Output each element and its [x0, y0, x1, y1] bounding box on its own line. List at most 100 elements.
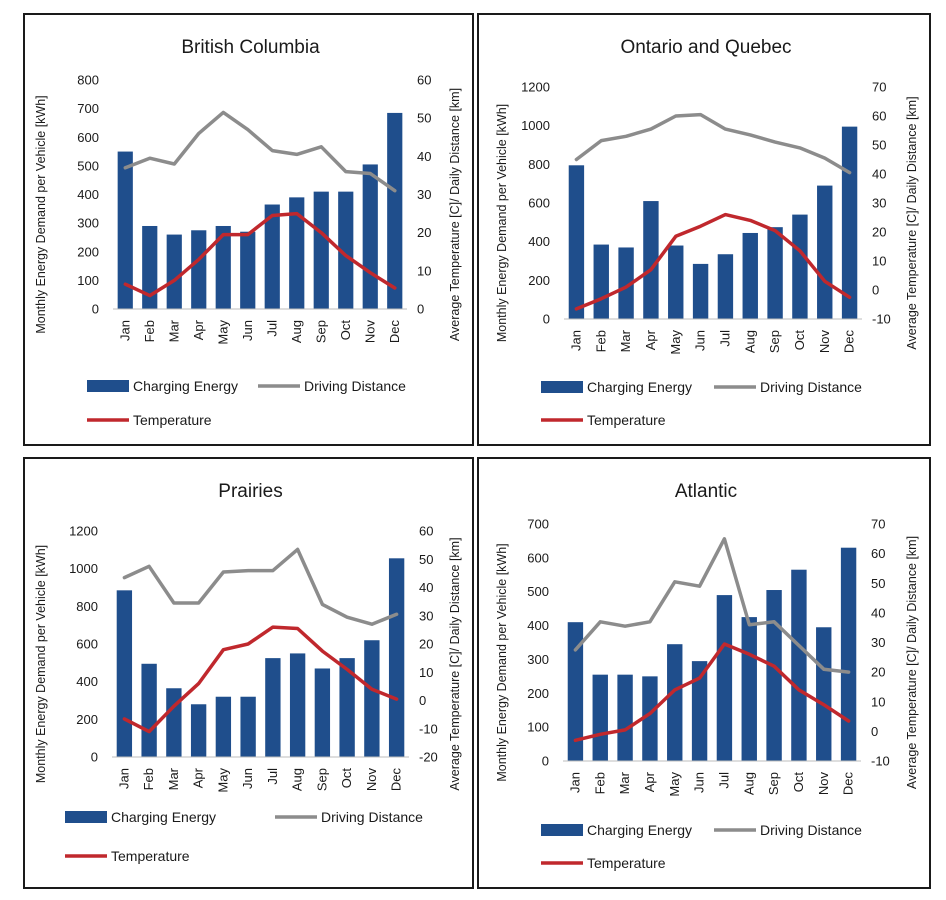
- x-tick-label: Feb: [593, 330, 608, 352]
- y-tick-label: 200: [528, 273, 550, 288]
- legend-label-driving-distance: Driving Distance: [321, 809, 423, 825]
- chart-panel-prairies: Prairies 0 200 400 600 800 1000 1200 -20 -10 0 10 20…: [23, 457, 474, 889]
- chart-atlantic: Atlantic 0 100 200 300 400 500 600 700 -10 0 10 20 30…: [495, 481, 919, 871]
- y2-tick-label: 50: [871, 576, 885, 591]
- legend-label-temperature: Temperature: [111, 848, 190, 864]
- x-tick-label: Jun: [693, 330, 708, 351]
- bar-charging-energy-nov: [817, 185, 833, 319]
- y2-tick-label: 50: [419, 552, 433, 567]
- bar-charging-energy-jan: [116, 590, 133, 757]
- chart-title: Ontario and Quebec: [620, 37, 791, 58]
- y2-axis-title: Average Temperature [C]/ Daily Distance …: [905, 536, 919, 789]
- x-tick-label: Apr: [191, 767, 206, 788]
- legend-label-driving-distance: Driving Distance: [760, 822, 862, 838]
- y2-tick-label: 10: [872, 254, 886, 269]
- legend-label-driving-distance: Driving Distance: [304, 378, 406, 394]
- legend-label-charging-energy: Charging Energy: [111, 809, 216, 825]
- bar-charging-energy-jun: [240, 231, 256, 309]
- bar-charging-energy-aug: [289, 197, 305, 309]
- bar-charging-energy-aug: [289, 653, 306, 757]
- bar-charging-energy-may: [215, 696, 232, 757]
- bar-charging-energy-nov: [816, 627, 832, 761]
- line-driving-distance: [123, 110, 397, 193]
- y2-tick-label: 20: [417, 225, 431, 240]
- y-tick-label: 200: [527, 686, 549, 701]
- bar-charging-energy-jul: [717, 254, 734, 319]
- bar-charging-energy-jun: [692, 263, 709, 319]
- bar-charging-energy-jan: [117, 151, 133, 309]
- bar-charging-energy-may: [667, 644, 683, 761]
- x-tick-label: Jul: [265, 768, 280, 785]
- y2-tick-label: -10: [419, 721, 438, 736]
- x-tick-label: Jul: [717, 330, 732, 347]
- bar-charging-energy-jan: [567, 622, 584, 761]
- y-tick-label: 600: [76, 637, 98, 652]
- bar-charging-energy-feb: [142, 225, 158, 309]
- line-driving-distance: [573, 537, 851, 674]
- chart-ontario-and-quebec: Ontario and Quebec020040060080010001200-…: [495, 37, 919, 428]
- bar-charging-energy-dec: [840, 547, 857, 761]
- bar-charging-energy-sep: [314, 668, 331, 757]
- x-tick-label: Nov: [362, 320, 377, 344]
- y2-axis-title: Average Temperature [C]/ Daily Distance …: [448, 88, 462, 341]
- x-tick-label: Feb: [142, 320, 157, 342]
- y2-tick-label: 0: [419, 693, 426, 708]
- bar-charging-energy-aug: [741, 617, 757, 761]
- bar-charging-energy-oct: [339, 658, 355, 757]
- x-tick-label: Dec: [841, 772, 856, 796]
- bar-charging-energy-feb: [593, 244, 609, 319]
- x-tick-label: Jan: [568, 330, 583, 351]
- legend-label-charging-energy: Charging Energy: [587, 379, 692, 395]
- x-tick-label: Dec: [387, 320, 402, 344]
- y-tick-label: 400: [77, 187, 99, 202]
- y-tick-label: 200: [77, 244, 99, 259]
- x-tick-label: Dec: [389, 768, 404, 792]
- x-tick-label: Mar: [166, 767, 181, 790]
- y2-tick-label: 50: [872, 138, 886, 153]
- bar-charging-energy-dec: [841, 126, 858, 319]
- x-tick-label: Oct: [792, 330, 807, 351]
- x-tick-label: Feb: [141, 768, 156, 790]
- y-axis-title: Monthly Energy Demand per Vehicle [kWh]: [34, 95, 48, 333]
- y-tick-label: 100: [77, 273, 99, 288]
- x-tick-label: Aug: [289, 320, 304, 343]
- bar-charging-energy-mar: [617, 674, 633, 761]
- x-tick-label: Nov: [364, 768, 379, 792]
- y2-axis-title: Average Temperature [C]/ Daily Distance …: [905, 96, 919, 349]
- x-tick-label: Aug: [741, 772, 756, 795]
- bar-charging-energy-nov: [364, 640, 380, 757]
- bar-charging-energy-oct: [792, 214, 808, 319]
- y2-tick-label: 0: [417, 302, 424, 317]
- line-temperature: [123, 211, 397, 298]
- y2-tick-label: 30: [871, 635, 885, 650]
- y-tick-label: 400: [528, 234, 550, 249]
- bar-charging-energy-oct: [338, 191, 354, 309]
- chart-title: British Columbia: [181, 37, 320, 58]
- legend-swatch-charging-energy: [87, 380, 129, 392]
- y2-tick-label: 60: [417, 73, 431, 88]
- y-axis-title: Monthly Energy Demand per Vehicle [kWh]: [495, 104, 509, 342]
- x-tick-label: Jun: [240, 320, 255, 341]
- bar-charging-energy-jul: [265, 658, 281, 757]
- y2-tick-label: -10: [872, 312, 891, 327]
- x-tick-label: Jun: [692, 772, 707, 793]
- chart-panel-ontario-and-quebec: Ontario and Quebec 0 200 400 600 800 1000 1200-…: [477, 13, 931, 446]
- y2-tick-label: 50: [417, 111, 431, 126]
- y-tick-label: 500: [77, 158, 99, 173]
- y2-tick-label: 10: [417, 263, 431, 278]
- x-tick-label: Oct: [338, 320, 353, 341]
- x-tick-label: Jul: [264, 320, 279, 337]
- legend-label-temperature: Temperature: [587, 855, 666, 871]
- legend-label-temperature: Temperature: [587, 412, 666, 428]
- x-tick-label: Jan: [116, 768, 131, 789]
- bar-charging-energy-aug: [742, 232, 758, 319]
- y-axis-title: Monthly Energy Demand per Vehicle [kWh]: [34, 545, 48, 783]
- line-temperature: [122, 625, 399, 734]
- x-tick-label: Apr: [642, 771, 657, 792]
- legend-label-charging-energy: Charging Energy: [587, 822, 692, 838]
- x-tick-label: Jan: [567, 772, 582, 793]
- y-tick-label: 0: [542, 754, 549, 769]
- y2-tick-label: 20: [871, 665, 885, 680]
- x-tick-label: Apr: [191, 319, 206, 340]
- legend-swatch-charging-energy: [541, 824, 583, 836]
